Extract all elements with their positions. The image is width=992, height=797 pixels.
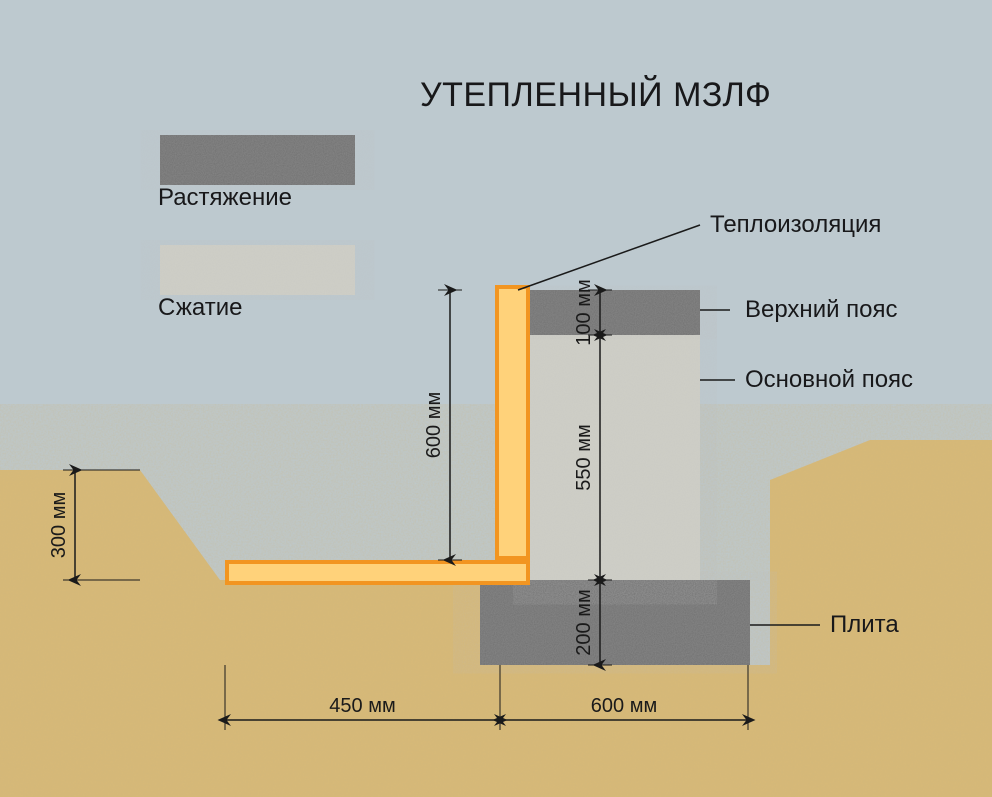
dim-600-label: 600 мм <box>423 392 445 458</box>
dim-100-label: 100 мм <box>573 279 595 345</box>
callout-insulation-label: Теплоизоляция <box>710 211 881 239</box>
legend-compression-swatch <box>160 245 355 295</box>
main-belt <box>530 335 700 580</box>
dim-450-label: 450 мм <box>329 695 395 717</box>
legend-tension-swatch <box>160 135 355 185</box>
diagram-title: УТЕПЛЕННЫЙ МЗЛФ <box>420 76 771 115</box>
top-belt <box>530 290 700 335</box>
dim-300-label: 300 мм <box>48 492 70 558</box>
callout-top-belt-label: Верхний пояс <box>745 296 898 324</box>
dim-600w-label: 600 мм <box>591 695 657 717</box>
dim-550-label: 550 мм <box>573 424 595 490</box>
insulation-horizontal-core <box>229 564 526 581</box>
callout-slab-label: Плита <box>830 611 899 639</box>
insulation-vertical-core <box>499 289 526 556</box>
dim-200-label: 200 мм <box>573 589 595 655</box>
callout-main-belt-label: Основной пояс <box>745 366 913 394</box>
footing-slab <box>480 580 750 665</box>
diagram-canvas: 300 мм 600 мм 550 мм 100 мм 200 мм 450 мм 600 … <box>0 0 992 797</box>
legend-tension-label: Растяжение <box>158 184 292 212</box>
legend-compression-label: Сжатие <box>158 294 242 322</box>
